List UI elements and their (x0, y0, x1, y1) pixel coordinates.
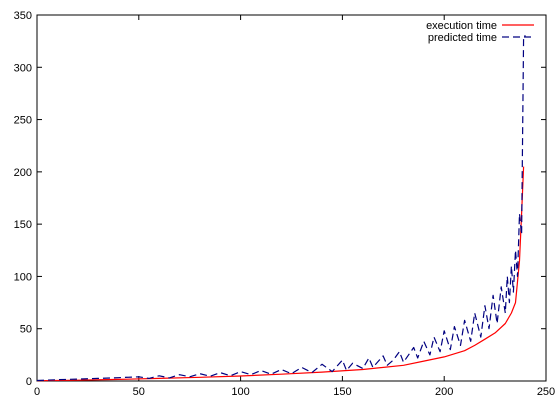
x-tick-label: 50 (133, 386, 145, 398)
x-tick-label: 250 (537, 386, 555, 398)
legend-label: execution time (426, 20, 497, 32)
series-line-execution-time (36, 166, 525, 382)
x-tick-label: 200 (435, 386, 453, 398)
y-tick-label: 350 (14, 10, 32, 22)
y-tick-label: 100 (14, 271, 32, 283)
y-tick-label: 250 (14, 115, 32, 127)
series-line-predicted-time (36, 35, 526, 382)
x-tick-label: 100 (231, 386, 249, 398)
y-tick-label: 0 (26, 376, 32, 388)
legend-label: predicted time (428, 32, 497, 44)
y-tick-label: 50 (20, 324, 32, 336)
x-axis: 0 50 100 150 200 250 (34, 15, 555, 398)
y-tick-label: 200 (14, 167, 32, 179)
y-tick-label: 150 (14, 219, 32, 231)
x-tick-label: 150 (333, 386, 351, 398)
y-tick-label: 300 (14, 62, 32, 74)
plot-frame (36, 14, 547, 382)
series-layer (36, 35, 526, 382)
y-axis: 0 50 100 150 200 250 300 350 (14, 10, 546, 388)
x-tick-label: 0 (34, 386, 40, 398)
